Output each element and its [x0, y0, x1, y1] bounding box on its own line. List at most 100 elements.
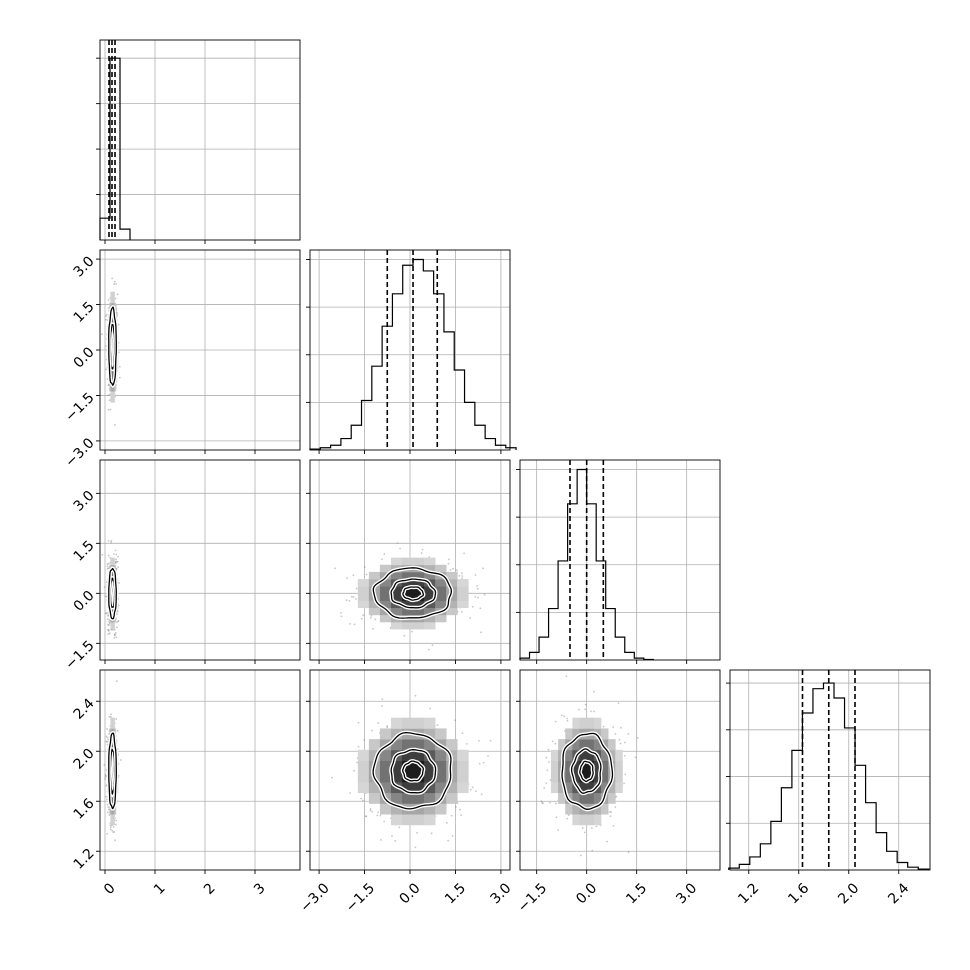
density-cell	[558, 739, 566, 751]
density-cell	[586, 814, 595, 826]
sample-point	[450, 814, 453, 817]
sample-point	[593, 710, 595, 713]
sample-point	[116, 729, 119, 732]
panel-frame	[99, 669, 301, 871]
density-cell	[435, 600, 447, 609]
sample-point	[115, 680, 118, 683]
density-cell	[593, 792, 602, 804]
sample-point	[107, 633, 110, 635]
sample-point	[107, 624, 110, 627]
sample-point	[460, 610, 463, 613]
density-cell	[424, 760, 436, 772]
density-cell	[446, 593, 458, 601]
sample-point	[114, 632, 117, 634]
sample-point	[115, 621, 118, 624]
contour-line	[108, 732, 117, 810]
contour-line	[402, 586, 425, 601]
density-cell	[600, 803, 609, 815]
sample-point	[609, 815, 612, 817]
sample-point	[615, 795, 618, 798]
density-cell	[401, 571, 414, 580]
sample-point	[461, 572, 463, 574]
density-cell	[401, 739, 414, 751]
sample-point	[374, 618, 377, 621]
contour-line	[402, 760, 424, 782]
sample-point	[619, 742, 622, 745]
sample-point	[391, 835, 393, 837]
x-tick-label: 0.0	[573, 880, 600, 907]
sample-point	[365, 573, 368, 576]
sample-point	[471, 786, 474, 789]
sample-point	[465, 742, 468, 745]
sample-point	[545, 782, 548, 785]
y-tick-label: 0.0	[71, 344, 98, 371]
density-layer	[540, 675, 639, 857]
sample-point	[115, 636, 118, 639]
sample-point	[624, 741, 626, 744]
sample-point	[109, 408, 112, 411]
panel-frame	[309, 669, 511, 871]
sample-point	[549, 801, 551, 804]
sample-point	[430, 832, 433, 835]
y-tick-label: 3.0	[71, 488, 98, 515]
density-cell	[550, 771, 559, 783]
density-cell	[379, 586, 392, 594]
sample-point	[345, 599, 348, 602]
density-cell	[413, 579, 425, 587]
sample-point	[105, 735, 108, 738]
contour-line	[570, 748, 602, 794]
sample-point	[546, 769, 549, 772]
sample-point	[110, 539, 113, 542]
density-cell	[435, 728, 447, 740]
sample-point	[372, 627, 374, 630]
sample-point	[114, 549, 117, 552]
sample-point	[104, 778, 107, 780]
sample-point	[106, 611, 109, 614]
sample-point	[107, 614, 109, 617]
density-cell	[446, 571, 458, 580]
density-cell	[357, 593, 370, 601]
sample-point	[627, 851, 630, 854]
sample-point	[481, 567, 484, 570]
density-cell	[586, 739, 595, 751]
sample-point	[469, 617, 472, 620]
density-cell	[572, 803, 580, 815]
sample-point	[105, 775, 107, 777]
density-layer	[331, 694, 492, 849]
x-tick-label: 0	[101, 880, 119, 898]
density-cell	[111, 557, 113, 566]
sample-point	[104, 315, 107, 318]
density-cell	[579, 781, 588, 794]
density-cell	[435, 781, 447, 794]
sample-point	[476, 587, 479, 590]
x-tick-label: 1.6	[785, 880, 812, 907]
sample-point	[105, 740, 108, 743]
density-cell	[390, 814, 403, 826]
sample-point	[636, 736, 639, 739]
density-cell	[457, 760, 469, 772]
density-layer	[101, 539, 120, 639]
sample-point	[578, 708, 580, 711]
sample-point	[107, 629, 110, 631]
density-cell	[113, 621, 116, 630]
density-cell	[413, 600, 425, 609]
sample-point	[105, 612, 107, 615]
sample-point	[115, 558, 118, 561]
sample-point	[114, 823, 117, 826]
density-cell	[401, 781, 414, 794]
sample-point	[105, 795, 107, 798]
sample-point	[612, 824, 615, 827]
sample-point	[554, 720, 557, 723]
density-cell	[457, 749, 469, 761]
sample-point	[618, 738, 621, 741]
density-cell	[413, 749, 425, 761]
y-tick-label: −1.5	[62, 390, 97, 425]
sample-point	[110, 826, 112, 829]
sample-point	[114, 562, 117, 564]
density-cell	[413, 814, 425, 826]
sample-point	[566, 719, 569, 722]
sample-point	[363, 566, 366, 568]
sample-point	[115, 553, 118, 556]
sample-point	[480, 631, 482, 634]
density-cell	[357, 749, 370, 761]
